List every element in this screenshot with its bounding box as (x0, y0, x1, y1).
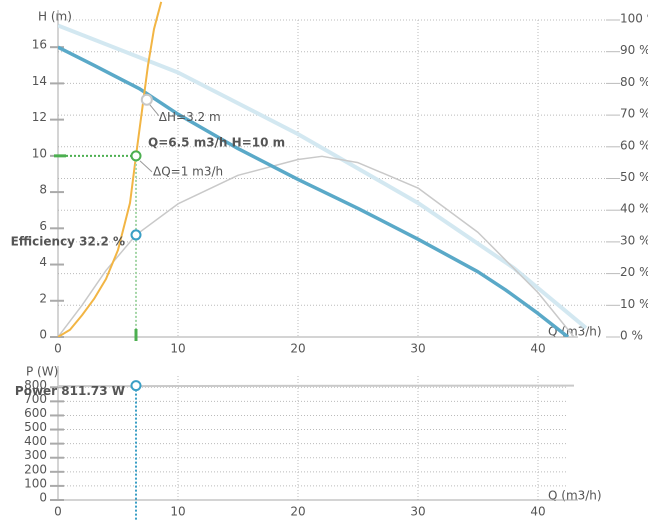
y2-tick-label: 40 % (620, 202, 648, 216)
y-tick-label: 14 (32, 74, 47, 88)
y2-tick-label: 90 % (620, 43, 648, 57)
y-tick-label: 8 (39, 183, 47, 197)
x-tick-label: 10 (170, 505, 185, 519)
x-tick-label: 30 (410, 342, 425, 356)
series-line (58, 23, 588, 330)
series-line (58, 1, 163, 337)
y2-tick-label: 80 % (620, 75, 648, 89)
y-tick-label: 12 (32, 110, 47, 124)
y-tick-label: 0 (39, 328, 47, 342)
delta-q-label: ΔQ=1 m3/h (153, 164, 223, 178)
y-tick-label: 16 (32, 38, 47, 52)
leader-line (149, 104, 160, 117)
operating-point (130, 150, 142, 162)
leader-line (139, 160, 153, 173)
x-tick-label: 30 (410, 505, 425, 519)
series-line (58, 155, 575, 337)
y2-tick-label: 20 % (620, 265, 648, 279)
y-tick-label: 400 (24, 434, 47, 448)
y-tick-label: 100 (24, 476, 47, 490)
y2-tick-label: 10 % (620, 297, 648, 311)
series-group (57, 384, 575, 388)
operating-label: Q=6.5 m3/h H=10 m (148, 135, 285, 149)
y-tick-label: 200 (24, 462, 47, 476)
y-tick-label: 4 (39, 255, 47, 269)
y-tick-label: 800 (24, 378, 47, 392)
x-axis-label: Q (m3/h) (548, 489, 602, 503)
series-group (58, 1, 588, 337)
y-tick-label: 0 (39, 491, 47, 505)
x-tick-label: 40 (530, 505, 545, 519)
x-axis-label: Q (m3/h) (548, 325, 602, 339)
y-tick-label: 700 (24, 392, 47, 406)
y-tick-label: 2 (39, 291, 47, 305)
delta-point (140, 93, 153, 106)
y-tick-label: 600 (24, 406, 47, 420)
series-line (57, 384, 575, 388)
y-tick-label: 500 (24, 420, 47, 434)
y2-tick-label: 50 % (620, 170, 648, 184)
efficiency-label: Efficiency 32.2 % (11, 234, 125, 248)
delta-h-label: ΔH=3.2 m (159, 110, 221, 124)
x-tick-label: 40 (530, 342, 545, 356)
y-tick-label: 300 (24, 448, 47, 462)
x-tick-label: 20 (290, 505, 305, 519)
y-axis-label: H (m) (38, 10, 72, 24)
y-axis-label: P (W) (26, 365, 58, 379)
y2-tick-label: 0 % (620, 329, 643, 343)
power-label: Power 811.73 W (15, 384, 125, 398)
series-line (58, 45, 570, 337)
y-tick-label: 10 (32, 146, 47, 160)
x-tick-label: 0 (54, 342, 62, 356)
power-point (130, 380, 142, 392)
y2-tick-label: 70 % (620, 107, 648, 121)
x-tick-label: 0 (54, 505, 62, 519)
y2-tick-label: 60 % (620, 138, 648, 152)
y2-tick-label: 100 % (620, 12, 648, 26)
y2-tick-label: 30 % (620, 233, 648, 247)
y-tick-label: 6 (39, 219, 47, 233)
x-tick-label: 20 (290, 342, 305, 356)
x-tick-label: 10 (170, 342, 185, 356)
efficiency-point (130, 229, 142, 241)
